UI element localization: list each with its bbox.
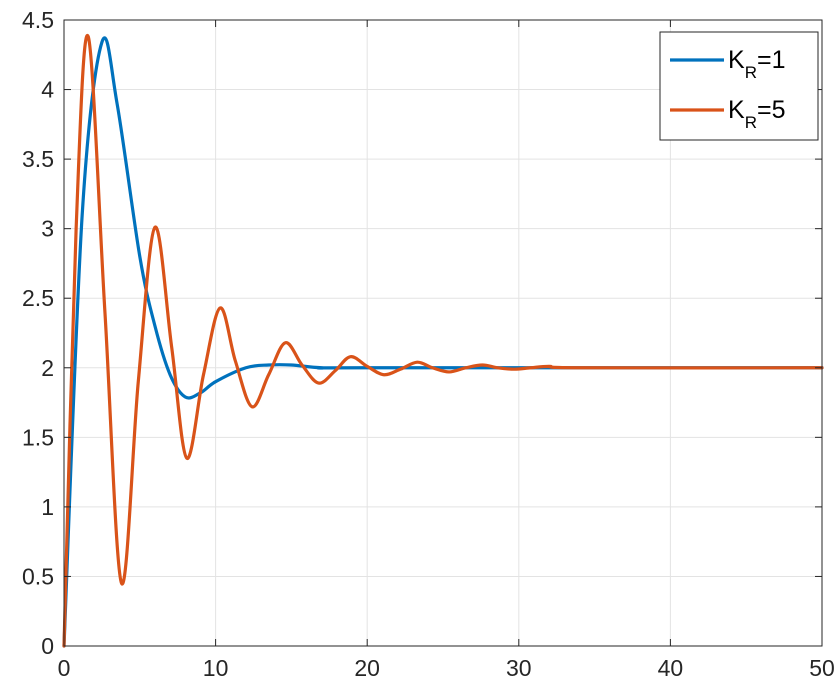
y-tick-label: 4.5 (22, 7, 54, 33)
series-line-2 (62, 33, 824, 648)
legend: KR=1KR=5 (659, 31, 819, 141)
legend-label-main: K (728, 46, 745, 74)
legend-label-2: KR=5 (728, 96, 785, 132)
legend-label-rest: =5 (757, 96, 786, 124)
x-tick-label: 10 (203, 655, 229, 681)
y-tick-label: 1.5 (22, 424, 54, 450)
x-tick-label: 20 (354, 655, 380, 681)
y-tick-label: 1 (41, 494, 54, 520)
tick-labels: 0 10 20 30 40 50 0 0.5 1 1.5 2 2.5 3 3.5 4 4.5 (22, 7, 835, 681)
plot-lines (62, 33, 824, 648)
y-tick-label: 3 (41, 216, 54, 242)
legend-label-main: K (728, 96, 745, 124)
axes (63, 19, 823, 647)
axes-box (63, 19, 823, 647)
y-tick-label: 4 (41, 77, 54, 103)
y-tick-label: 2.5 (22, 285, 54, 311)
legend-label-subscript: R (745, 63, 757, 82)
legend-label-rest: =1 (757, 46, 786, 74)
x-tick-label: 50 (809, 655, 835, 681)
y-tick-label: 0.5 (22, 563, 54, 589)
legend-label-1: KR=1 (728, 46, 785, 82)
x-tick-label: 30 (506, 655, 532, 681)
series-line-1 (62, 36, 824, 648)
y-tick-label: 2 (41, 355, 54, 381)
x-tick-label: 0 (58, 655, 71, 681)
y-tick-label: 3.5 (22, 146, 54, 172)
legend-label-subscript: R (745, 113, 757, 132)
legend-box (659, 31, 819, 141)
y-tick-label: 0 (41, 633, 54, 659)
x-tick-label: 40 (658, 655, 684, 681)
